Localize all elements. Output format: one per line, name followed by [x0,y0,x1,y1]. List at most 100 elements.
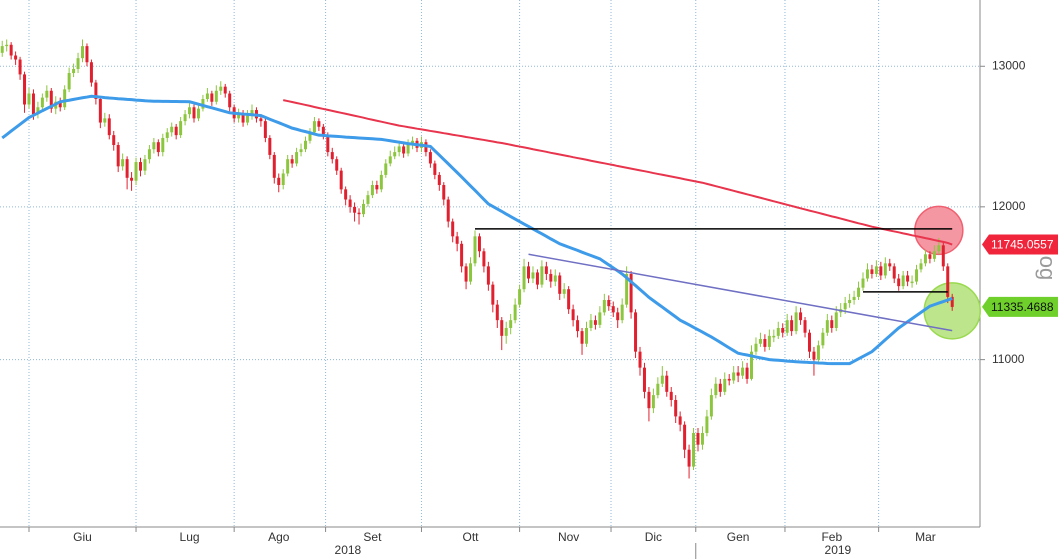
candle-body [700,432,704,445]
candle-body [446,199,450,222]
candle-body [816,345,820,360]
candle-body [491,284,495,305]
candle-body [348,199,352,207]
candle-body [223,86,227,94]
candle-body [339,170,343,190]
candle-body [718,383,722,392]
x-tick-label: Nov [558,530,579,544]
candle-body [629,273,633,313]
candle-body [89,62,93,83]
price-label: 11745.0557 [991,238,1054,252]
candle-body [683,424,687,450]
candle-body [642,367,646,392]
candle-body [482,251,486,267]
candle-body [888,263,892,267]
candle-body [335,159,339,171]
candle-body [304,140,308,150]
candle-body [268,137,272,155]
candle-body [246,115,250,123]
candle-body [754,343,758,352]
candle-body [906,275,910,282]
candle-body [353,206,357,213]
candle-body [946,266,950,297]
candle-body [379,174,383,190]
candle-body [750,351,754,379]
x-tick-label: Gen [727,530,750,544]
candle-body [81,46,85,59]
candle-body [165,132,169,138]
candle-body [709,395,713,417]
candle-body [317,121,321,127]
candle-body [67,73,71,90]
candle-body [553,275,557,282]
candle-body [473,236,477,264]
candle-body [237,114,241,119]
candle-body [107,118,111,136]
candle-body [18,59,22,75]
candle-body [669,391,673,401]
candle-body [477,236,481,252]
candle-body [803,320,807,333]
moving-average-line [1,94,953,366]
candle-body [125,159,129,178]
candle-body [45,90,49,98]
y-axis-label: og [1035,256,1060,280]
candle-body [192,107,196,119]
candle-body [825,320,829,333]
candle-body [915,269,919,282]
candle-body [790,320,794,332]
candle-body [651,395,655,409]
x-tick-label: Dic [645,530,662,544]
candle-body [799,312,803,321]
candle-body [571,309,575,321]
candle-body [897,278,901,287]
trendline [528,253,953,332]
candle-body [451,221,455,237]
candle-body [634,312,638,352]
candle-body [821,332,825,346]
candle-body [31,93,35,115]
candle-body [143,159,147,171]
candle-body [357,212,361,215]
candle-body [932,251,936,259]
candle-body [437,174,441,186]
candle-body [527,266,531,279]
x-tick-label: Giu [73,530,92,544]
candle-body [500,320,504,336]
candle-body [745,367,749,379]
candle-body [201,98,205,109]
x-tick-label: Mar [915,530,936,544]
x-tick-label: Set [363,530,382,544]
candle-body [714,383,718,396]
candle-body [130,177,134,181]
candle-body [134,162,138,181]
candle-body [616,312,620,321]
candle-body [598,312,602,325]
candle-body [85,46,89,63]
candle-body [0,46,4,53]
candle-body [625,273,629,305]
x-tick-label: Lug [180,530,200,544]
candle-body [393,152,397,157]
candle-body [183,114,187,122]
y-tick-label: 13000 [992,58,1026,72]
candle-body [188,107,192,115]
candle-body [138,162,142,171]
candle-body [205,93,209,99]
candle-body [442,185,446,200]
year-label: 2018 [335,543,362,557]
candle-body [219,86,223,91]
candle-body [161,137,165,153]
candle-body [361,203,365,215]
candle-body [464,266,468,282]
candle-body [696,432,700,445]
candle-body [179,121,183,136]
candle-body [812,351,816,360]
candle-body [830,320,834,328]
candle-body [549,273,553,282]
candle-body [49,90,53,109]
year-label: 2019 [825,543,852,557]
candle-body [455,236,459,244]
